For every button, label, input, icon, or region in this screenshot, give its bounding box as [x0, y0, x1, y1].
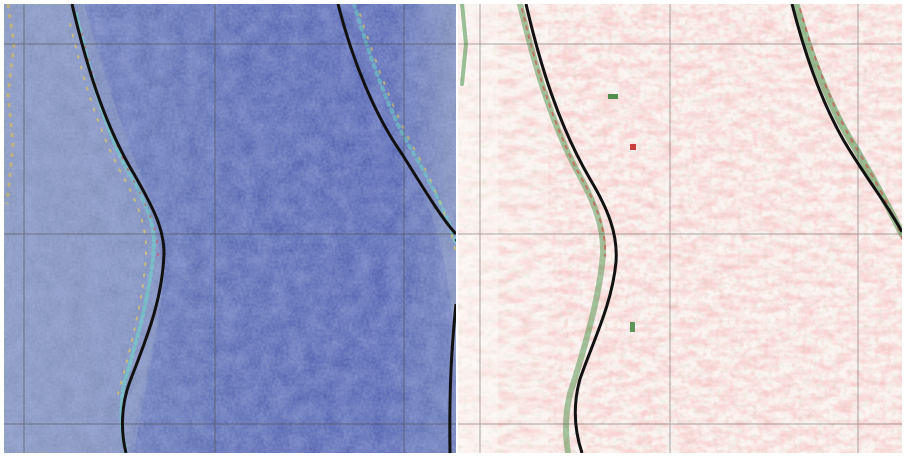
green-difference-texture	[458, 4, 902, 453]
green-mark-lower	[630, 322, 635, 332]
false-color-image	[4, 4, 456, 453]
difference-map	[458, 4, 902, 453]
difference-map-panel	[458, 4, 902, 453]
green-mark	[608, 94, 618, 99]
false-color-image-panel	[4, 4, 456, 453]
texture-fine	[4, 4, 456, 453]
red-mark	[630, 144, 636, 150]
